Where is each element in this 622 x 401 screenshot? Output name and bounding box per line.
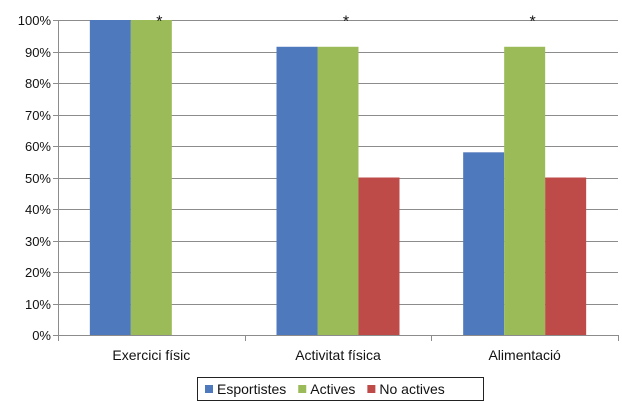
bar-esportistes <box>89 20 131 335</box>
y-tick-label: 50% <box>25 171 51 186</box>
y-tick-label: 40% <box>25 202 51 217</box>
y-tick-label: 90% <box>25 45 51 60</box>
y-tick-label: 80% <box>25 76 51 91</box>
significance-marker: * <box>530 14 536 31</box>
y-tick-label: 30% <box>25 234 51 249</box>
legend-label: Esportistes <box>217 381 286 397</box>
legend-label: Actives <box>310 381 355 397</box>
significance-annotations: * * * <box>156 14 536 31</box>
legend: Esportistes Actives No actives <box>197 377 484 401</box>
bar-esportistes <box>463 152 505 335</box>
y-tick-label: 60% <box>25 139 51 154</box>
y-tick-label: 70% <box>25 108 51 123</box>
significance-marker: * <box>343 14 349 31</box>
bar-no-actives <box>358 177 400 335</box>
bar-no-actives <box>545 177 587 335</box>
legend-label: No actives <box>379 381 444 397</box>
legend-swatch <box>298 385 307 393</box>
bar-actives <box>504 46 546 336</box>
significance-marker: * <box>156 14 162 31</box>
x-category-label: Alimentació <box>488 347 561 363</box>
bar-esportistes <box>276 46 318 336</box>
x-category-label: Activitat física <box>295 347 381 363</box>
y-tick-label: 0% <box>32 328 51 343</box>
axes: 0% 10% 20% 30% 40% 50% 60% 70% 80% 90% 100% Exercic… <box>18 13 619 363</box>
legend-swatch <box>205 385 213 393</box>
bars <box>89 20 587 336</box>
legend-swatch <box>367 385 376 393</box>
bar-actives <box>130 20 172 335</box>
y-tick-label: 10% <box>25 297 51 312</box>
bar-actives <box>317 46 359 336</box>
x-category-label: Exercici físic <box>112 347 190 363</box>
y-tick-label: 20% <box>25 265 51 280</box>
y-tick-label: 100% <box>18 13 52 28</box>
